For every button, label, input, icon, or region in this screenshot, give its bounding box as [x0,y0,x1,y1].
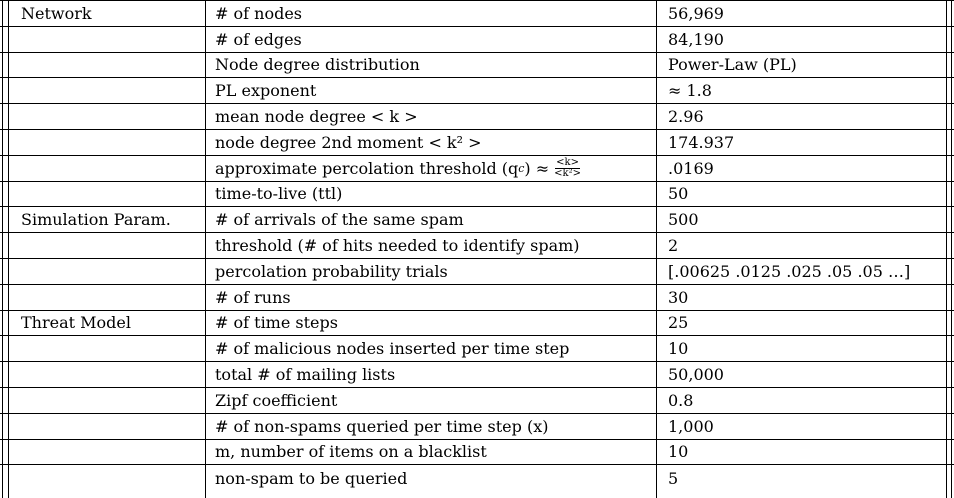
section-label [9,27,205,52]
table-row: # of edges 84,190 [0,27,954,53]
param-value: 1,000 [668,416,714,436]
section-label [9,285,205,310]
param-value: 25 [668,313,689,333]
param-value: 500 [668,210,699,230]
param-label: non-spam to be queried [215,468,408,488]
param-value: .0169 [668,158,714,178]
table-rule-right-inner [946,1,947,498]
param-label: # of malicious nodes inserted per time s… [215,339,570,359]
section-label [9,104,205,129]
param-value: 0.8 [668,390,694,410]
section-label: Network [21,3,92,23]
section-label [9,130,205,155]
param-label: percolation probability trials [215,261,448,281]
param-label: # of non-spams queried per time step (x) [215,416,549,436]
section-label [9,156,205,181]
section-label: Simulation Param. [21,210,171,230]
table-rule-left-inner [8,1,9,498]
param-label-subscript: c [518,161,525,175]
table-row: Zipf coefficient 0.8 [0,388,954,414]
param-label: mean node degree < k > [215,107,418,127]
table-row: time-to-live (ttl) 50 [0,182,954,208]
param-label-formula: approximate percolation threshold (q c) ≈… [205,156,656,181]
param-label: node degree 2nd moment < k² > [215,132,482,152]
fraction-denominator: <k²> [554,167,581,179]
table-row: Node degree distribution Power-Law (PL) [0,53,954,79]
param-value: 56,969 [668,3,724,23]
param-label: # of arrivals of the same spam [215,210,464,230]
param-label: total # of mailing lists [215,365,396,385]
param-label-text: approximate percolation threshold (q [215,158,519,178]
table-row: # of malicious nodes inserted per time s… [0,336,954,363]
param-value: 84,190 [668,29,724,49]
section-label [9,362,205,387]
fraction-numerator: <k> [555,156,580,169]
section-label [9,78,205,103]
table-row: m, number of items on a blacklist 10 [0,440,954,466]
section-label [9,182,205,207]
param-value: ≈ 1.8 [668,81,712,101]
param-value: 50 [668,184,689,204]
table-row: total # of mailing lists 50,000 [0,362,954,388]
table-row: mean node degree < k > 2.96 [0,104,954,130]
table-rule-col2 [656,1,657,498]
param-value: Power-Law (PL) [668,55,797,75]
section-label [9,259,205,284]
table-row: threshold (# of hits needed to identify … [0,233,954,259]
table-row: percolation probability trials [.00625 .… [0,259,954,285]
param-value: 10 [668,442,689,462]
param-value: 174.937 [668,132,735,152]
param-label: Node degree distribution [215,55,420,75]
table-row: Network # of nodes 56,969 [0,1,954,27]
param-label: # of runs [215,287,291,307]
section-label [9,53,205,78]
table-rule-col1 [205,1,206,498]
param-label: Zipf coefficient [215,390,338,410]
param-label: m, number of items on a blacklist [215,442,487,462]
table-rule-right-outer [951,1,952,498]
table-row: node degree 2nd moment < k² > 174.937 [0,130,954,156]
param-value: 5 [668,468,679,488]
param-label-tail: ) ≈ [524,158,550,178]
table-row: PL exponent ≈ 1.8 [0,78,954,105]
param-label: PL exponent [215,81,317,101]
param-value: 50,000 [668,365,724,385]
param-value: 10 [668,339,689,359]
param-label: # of edges [215,29,302,49]
section-label [9,465,205,491]
section-label [9,388,205,413]
table-rule-left-outer [2,1,3,498]
table-row: Simulation Param. # of arrivals of the s… [0,207,954,234]
table-row: # of non-spams queried per time step (x)… [0,414,954,440]
param-value: 2.96 [668,107,704,127]
section-label: Threat Model [21,313,131,333]
table-row: Threat Model # of time steps 25 [0,311,954,337]
param-value: 2 [668,236,679,256]
param-label: # of time steps [215,313,338,333]
table-row: non-spam to be queried 5 [0,465,954,491]
param-label: # of nodes [215,3,302,23]
section-label [9,414,205,439]
table-row: # of runs 30 [0,285,954,311]
param-value: 30 [668,287,689,307]
param-value: [.00625 .0125 .025 .05 .05 …] [668,261,911,281]
fraction: <k> <k²> [553,156,582,179]
param-label: time-to-live (ttl) [215,184,343,204]
section-label [9,336,205,361]
param-label: threshold (# of hits needed to identify … [215,236,580,256]
table-row: approximate percolation threshold (q c) ≈… [0,156,954,182]
section-label [9,233,205,258]
section-label [9,440,205,465]
